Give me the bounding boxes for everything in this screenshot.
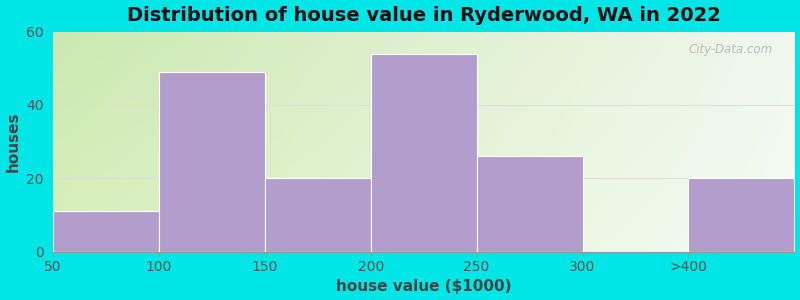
- Bar: [370, 54, 477, 252]
- Bar: [265, 178, 370, 252]
- X-axis label: house value ($1000): house value ($1000): [336, 279, 511, 294]
- Title: Distribution of house value in Ryderwood, WA in 2022: Distribution of house value in Ryderwood…: [126, 6, 721, 25]
- Bar: [689, 178, 794, 252]
- Text: City-Data.com: City-Data.com: [688, 43, 772, 56]
- Bar: [477, 156, 582, 252]
- Bar: [53, 211, 158, 252]
- Bar: [158, 72, 265, 252]
- Y-axis label: houses: houses: [6, 111, 21, 172]
